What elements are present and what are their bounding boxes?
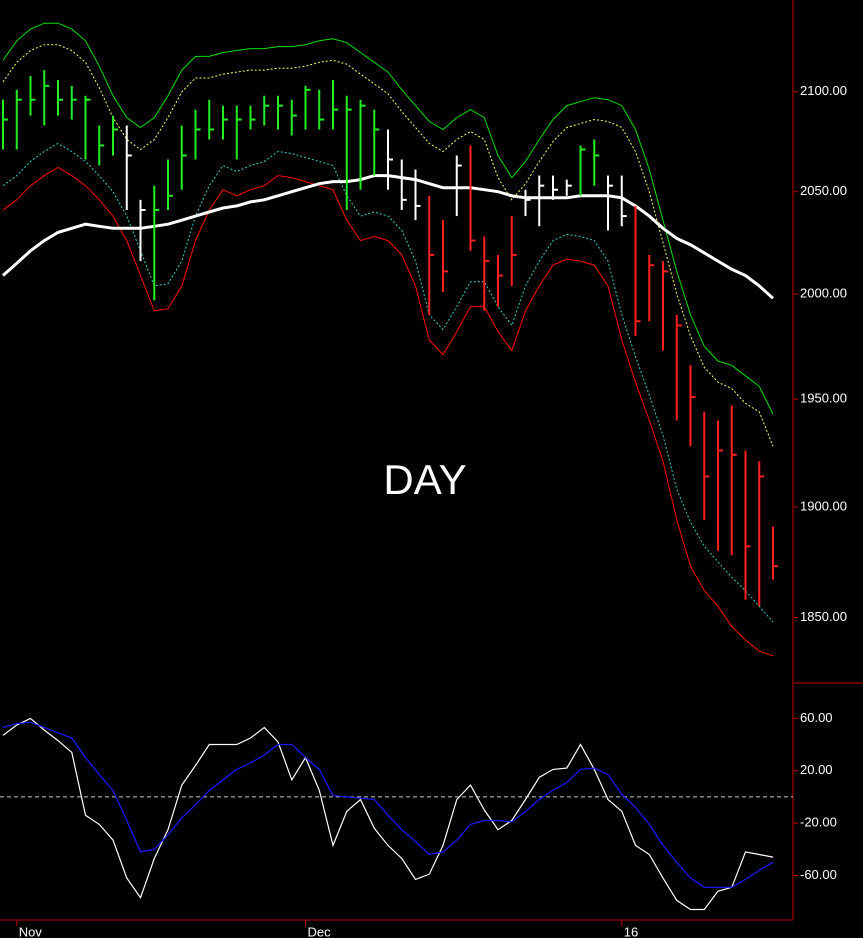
band-line	[2, 22, 774, 415]
y-tick-label: 60.00	[800, 710, 833, 725]
y-tick-label: 1950.00	[800, 391, 847, 406]
y-tick-label: -60.00	[800, 867, 837, 882]
oscillator-line	[2, 717, 774, 911]
x-tick-label: Dec	[308, 924, 332, 938]
x-tick-label: 16	[624, 924, 638, 938]
x-tick-label: Nov	[19, 924, 43, 938]
band-line	[2, 44, 774, 447]
annotation: DAY	[383, 456, 466, 503]
y-tick-label: 2000.00	[800, 286, 847, 301]
band-line	[2, 174, 775, 300]
y-tick-label: -20.00	[800, 815, 837, 830]
band-line	[2, 166, 774, 657]
band-line	[2, 142, 774, 623]
y-tick-label: 2050.00	[800, 183, 847, 198]
y-tick-label: 20.00	[800, 762, 833, 777]
oscillator-line	[2, 721, 774, 888]
y-tick-label: 1900.00	[800, 498, 847, 513]
y-tick-label: 2100.00	[800, 83, 847, 98]
y-tick-label: 1850.00	[800, 609, 847, 624]
